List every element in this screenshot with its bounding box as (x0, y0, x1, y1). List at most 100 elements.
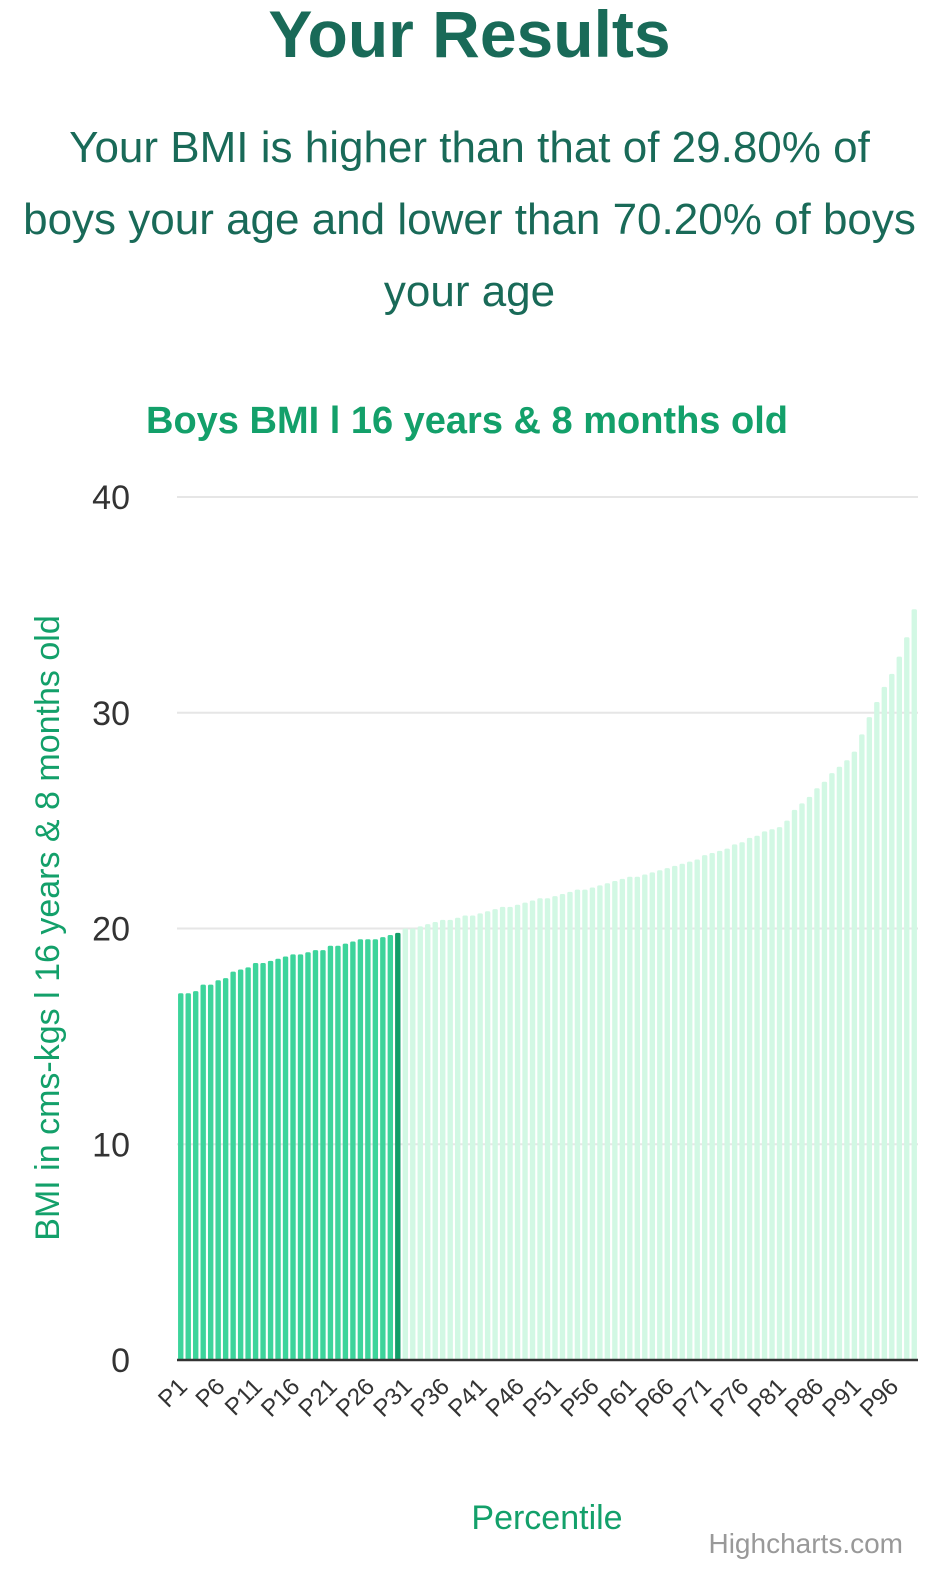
bar-p48[interactable] (529, 900, 536, 1360)
bar-p7[interactable] (222, 978, 229, 1360)
bar-p28[interactable] (380, 937, 386, 1360)
bar-p87[interactable] (821, 781, 828, 1360)
bar-p32[interactable] (410, 928, 416, 1361)
bar-p67[interactable] (672, 865, 678, 1360)
bar-p55[interactable] (582, 889, 588, 1360)
bar-p53[interactable] (567, 891, 573, 1360)
bar-p17[interactable] (297, 954, 304, 1360)
bar-p99[interactable] (911, 609, 917, 1360)
bar-p94[interactable] (874, 701, 880, 1360)
bar-p26[interactable] (365, 939, 371, 1360)
bar-p97[interactable] (896, 656, 902, 1360)
bar-p92[interactable] (859, 734, 865, 1360)
bar-p70[interactable] (694, 859, 700, 1360)
bar-p43[interactable] (492, 909, 498, 1360)
bar-p88[interactable] (829, 773, 835, 1360)
credits-link[interactable]: Highcharts.com (708, 1528, 903, 1559)
bar-p10[interactable] (245, 967, 251, 1360)
bar-p98[interactable] (904, 637, 910, 1360)
bar-p74[interactable] (724, 848, 730, 1360)
bar-p3[interactable] (193, 991, 199, 1360)
bar-p29[interactable] (387, 934, 394, 1360)
bar-p63[interactable] (642, 874, 648, 1360)
bar-p38[interactable] (454, 917, 461, 1360)
bar-p52[interactable] (559, 893, 566, 1360)
bar-p91[interactable] (851, 751, 858, 1360)
bar-p41[interactable] (477, 913, 483, 1360)
bar-p58[interactable] (604, 883, 611, 1360)
bar-p44[interactable] (499, 906, 506, 1360)
bar-p56[interactable] (589, 887, 596, 1360)
bar-p6[interactable] (215, 980, 221, 1360)
bar-p37[interactable] (447, 919, 453, 1360)
bar-p45[interactable] (507, 906, 513, 1360)
bar-p5[interactable] (207, 984, 214, 1360)
bar-p73[interactable] (716, 850, 723, 1360)
bar-p1[interactable] (178, 993, 184, 1360)
bar-p65[interactable] (657, 870, 663, 1360)
bar-p19[interactable] (312, 950, 319, 1360)
bar-p60[interactable] (619, 878, 626, 1360)
bar-p30[interactable] (395, 932, 401, 1360)
bar-p71[interactable] (701, 855, 708, 1360)
bar-p66[interactable] (664, 868, 670, 1360)
bar-p54[interactable] (574, 889, 581, 1360)
bar-p9[interactable] (237, 969, 244, 1360)
bar-p68[interactable] (679, 863, 685, 1360)
bar-p24[interactable] (350, 941, 356, 1360)
bar-p76[interactable] (739, 842, 745, 1360)
bar-p18[interactable] (305, 952, 311, 1360)
bar-p83[interactable] (791, 809, 798, 1360)
bar-p46[interactable] (514, 904, 521, 1360)
bar-p2[interactable] (185, 993, 191, 1360)
bar-p8[interactable] (230, 971, 236, 1360)
bar-p59[interactable] (612, 881, 618, 1360)
bar-p4[interactable] (200, 984, 206, 1360)
bar-p64[interactable] (649, 872, 655, 1360)
bar-p14[interactable] (275, 958, 281, 1360)
bar-p57[interactable] (597, 885, 603, 1360)
bar-p21[interactable] (327, 945, 334, 1360)
bar-p31[interactable] (402, 928, 408, 1361)
bar-p84[interactable] (799, 803, 805, 1360)
bar-p34[interactable] (425, 924, 431, 1360)
bar-p62[interactable] (634, 876, 641, 1360)
bar-p49[interactable] (537, 898, 543, 1360)
bar-p61[interactable] (627, 876, 633, 1360)
bar-p13[interactable] (267, 960, 274, 1360)
bar-p95[interactable] (881, 686, 888, 1360)
bar-p25[interactable] (357, 939, 364, 1360)
bar-p11[interactable] (252, 963, 259, 1360)
bar-p23[interactable] (342, 943, 349, 1360)
bar-p39[interactable] (462, 915, 468, 1360)
bar-p75[interactable] (731, 844, 738, 1360)
bar-p81[interactable] (776, 827, 783, 1360)
bar-p89[interactable] (836, 766, 843, 1360)
bar-p96[interactable] (889, 673, 895, 1360)
bar-p50[interactable] (544, 898, 551, 1360)
bar-p47[interactable] (522, 902, 528, 1360)
bar-p86[interactable] (814, 788, 820, 1360)
bar-p82[interactable] (784, 820, 790, 1361)
bar-p78[interactable] (754, 835, 760, 1360)
bar-p79[interactable] (761, 831, 768, 1360)
bar-p51[interactable] (552, 896, 558, 1360)
bar-p27[interactable] (372, 939, 379, 1360)
bar-p93[interactable] (866, 717, 873, 1360)
bar-p33[interactable] (417, 926, 423, 1360)
bar-p16[interactable] (290, 954, 296, 1360)
bar-p15[interactable] (282, 956, 289, 1360)
bar-p69[interactable] (687, 861, 693, 1360)
bar-p22[interactable] (335, 945, 341, 1360)
bar-p35[interactable] (432, 922, 438, 1360)
bar-p77[interactable] (746, 837, 753, 1360)
bar-p42[interactable] (484, 911, 491, 1360)
bar-p12[interactable] (260, 963, 266, 1360)
bar-p36[interactable] (440, 919, 446, 1360)
bar-p80[interactable] (769, 829, 775, 1360)
bar-p85[interactable] (806, 796, 813, 1360)
bar-p20[interactable] (320, 950, 326, 1360)
bar-p72[interactable] (709, 852, 715, 1360)
bar-p40[interactable] (469, 915, 476, 1360)
bar-p90[interactable] (844, 760, 850, 1360)
